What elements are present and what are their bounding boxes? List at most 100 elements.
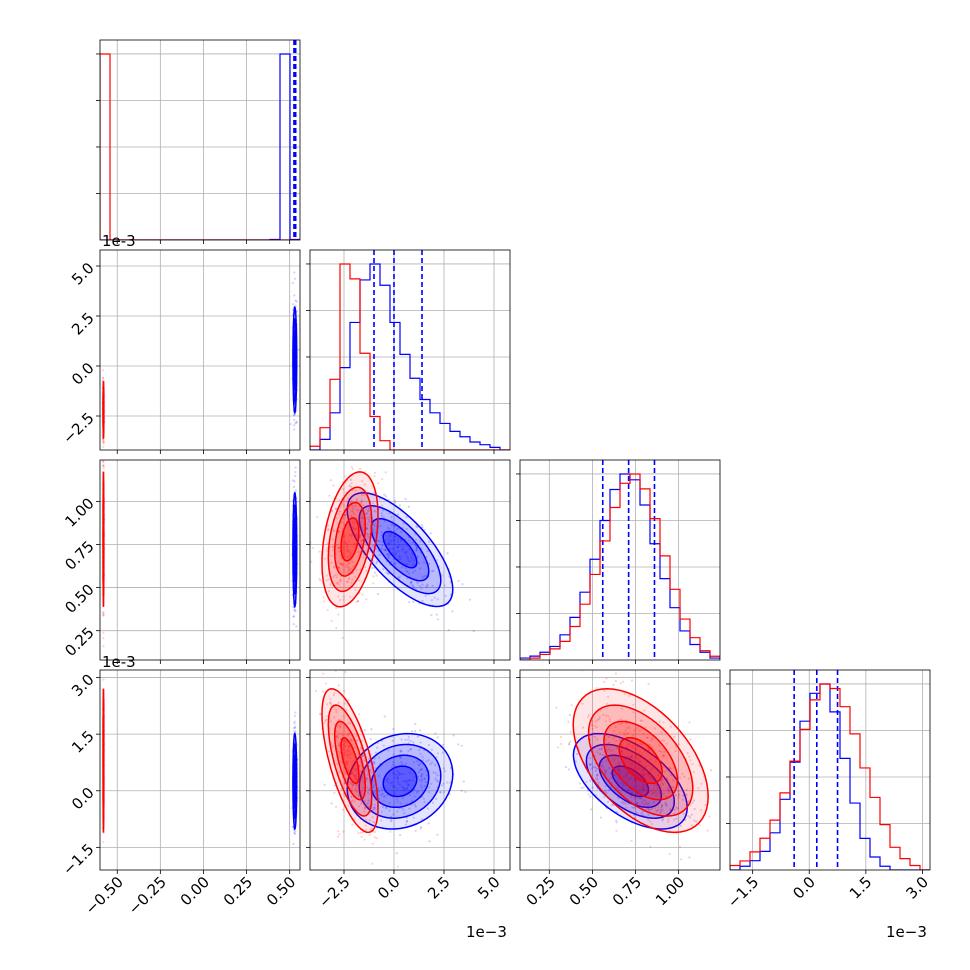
scatter-point [374, 798, 377, 801]
scatter-point [416, 735, 419, 738]
scatter-point [635, 797, 638, 800]
scatter-point [340, 557, 343, 560]
scatter-point [612, 683, 615, 687]
scatter-point [446, 552, 449, 555]
scatter-point [347, 792, 350, 796]
scatter-point [422, 797, 425, 800]
scatter-point [604, 789, 607, 792]
scatter-point [409, 748, 413, 751]
scatter-point [339, 726, 342, 729]
scatter-point [327, 589, 330, 593]
scatter-point [337, 530, 341, 533]
scatter-point [430, 761, 434, 764]
scatter-point [401, 785, 404, 788]
scatter-point [335, 730, 338, 733]
scatter-point [662, 721, 665, 724]
scatter-point [333, 784, 336, 787]
scatter-point [622, 680, 625, 683]
scatter-point [373, 523, 376, 526]
scatter-point [343, 753, 346, 756]
scatter-point [403, 812, 406, 815]
scatter-point [677, 794, 680, 798]
scatter-point [393, 792, 396, 795]
scatter-point [663, 750, 666, 753]
scatter-point [372, 762, 376, 765]
panel-content [520, 670, 720, 870]
x-tick-label: −0.25 [125, 873, 170, 918]
scatter-point [652, 800, 655, 803]
scatter-point [347, 507, 350, 510]
scatter-point [687, 777, 691, 780]
scatter-point [360, 793, 363, 797]
scatter-point [350, 465, 353, 469]
scatter-point [360, 790, 363, 793]
scatter-point [426, 807, 430, 810]
scatter-point [661, 808, 664, 811]
scatter-point [380, 787, 383, 790]
scatter-point [399, 749, 402, 752]
scatter-point [372, 575, 375, 578]
scatter-point [412, 761, 416, 764]
scatter-point [335, 507, 338, 510]
scatter-point [416, 790, 419, 793]
scatter-point [407, 783, 410, 787]
scatter-point [337, 566, 340, 569]
scatter-point [367, 509, 370, 512]
scatter-point [665, 777, 668, 780]
scatter-point [351, 578, 354, 581]
scatter-point [638, 761, 641, 764]
scatter-point [630, 764, 634, 767]
scatter-point [654, 790, 657, 793]
scatter-point [408, 794, 412, 797]
scatter-point [344, 475, 347, 478]
scatter-point [661, 739, 664, 742]
scatter-point [406, 569, 409, 572]
scatter-point [369, 829, 372, 832]
scatter-point [369, 738, 372, 741]
scatter-point [605, 759, 608, 762]
scatter-point [670, 767, 673, 770]
panel-2-0: 0.250.500.751.00 [61, 459, 301, 664]
scatter-point [338, 599, 342, 602]
scatter-point [398, 544, 401, 547]
scatter-point [695, 820, 698, 823]
scatter-point [340, 789, 343, 792]
scatter-point [416, 760, 419, 763]
scatter-point [366, 457, 368, 459]
scatter-point [396, 810, 399, 813]
scatter-point [615, 739, 618, 742]
contour-blue-level-1 [585, 743, 676, 819]
scatter-point [396, 545, 400, 549]
x-tick-label: 1.00 [652, 873, 688, 909]
scatter-point [624, 729, 627, 732]
scatter-point [412, 559, 415, 562]
scatter-point [419, 826, 423, 829]
scatter-point [408, 559, 411, 563]
scatter-point [393, 499, 396, 502]
scatter-point [658, 800, 661, 803]
scatter-point [440, 784, 444, 787]
scatter-point [374, 792, 377, 795]
scatter-point [364, 818, 368, 822]
scatter-point [417, 764, 420, 767]
scatter-point [373, 510, 376, 513]
x-tick-label: 0.0 [374, 873, 404, 903]
scatter-point [358, 781, 361, 784]
scatter-point [633, 766, 637, 769]
scatter-point [347, 566, 350, 569]
scatter-point [102, 678, 105, 681]
scatter-point [347, 769, 350, 772]
scatter-point [384, 471, 387, 474]
y-tick-label: −2.5 [59, 409, 97, 447]
scatter-point [611, 749, 614, 752]
scatter-point [595, 774, 599, 777]
scatter-point [291, 451, 293, 453]
scatter-point [399, 557, 402, 561]
scatter-point [605, 791, 608, 795]
scatter-point [367, 518, 370, 521]
scatter-point [611, 803, 614, 807]
scatter-point [384, 495, 387, 498]
scatter-point [359, 747, 362, 750]
scatter-point [402, 548, 405, 551]
scatter-point [658, 794, 661, 798]
